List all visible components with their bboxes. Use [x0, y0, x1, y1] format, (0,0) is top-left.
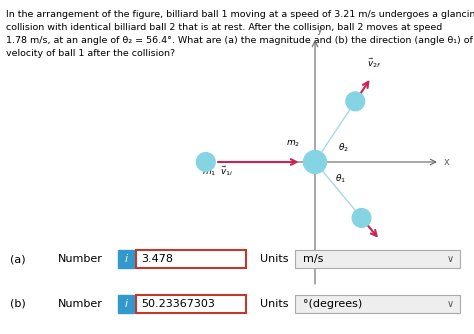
- FancyBboxPatch shape: [118, 295, 134, 313]
- Text: $\vec{v}_{1i}$: $\vec{v}_{1i}$: [220, 165, 233, 178]
- Circle shape: [303, 151, 327, 173]
- Text: $\theta_2$: $\theta_2$: [338, 142, 349, 154]
- Text: Units: Units: [260, 299, 289, 309]
- Text: i: i: [125, 299, 128, 309]
- Text: i: i: [125, 254, 128, 264]
- Text: $\vec{v}_{2f}$: $\vec{v}_{2f}$: [367, 56, 382, 70]
- Text: Units: Units: [260, 254, 289, 264]
- Text: m/s: m/s: [303, 254, 323, 264]
- Text: 1.78 m/s, at an angle of θ₂ = 56.4°. What are (a) the magnitude and (b) the dire: 1.78 m/s, at an angle of θ₂ = 56.4°. Wha…: [6, 36, 474, 45]
- Text: (a): (a): [10, 254, 26, 264]
- FancyBboxPatch shape: [136, 295, 246, 313]
- FancyBboxPatch shape: [118, 250, 134, 268]
- Text: velocity of ball 1 after the collision?: velocity of ball 1 after the collision?: [6, 49, 175, 58]
- Text: °(degrees): °(degrees): [303, 299, 362, 309]
- Text: (b): (b): [10, 299, 26, 309]
- Text: 50.23367303: 50.23367303: [141, 299, 215, 309]
- FancyBboxPatch shape: [295, 295, 460, 313]
- Text: 3.478: 3.478: [141, 254, 173, 264]
- Text: $\theta_1$: $\theta_1$: [335, 173, 346, 185]
- Text: $\vec{v}_{1f}$: $\vec{v}_{1f}$: [364, 250, 378, 264]
- Circle shape: [346, 92, 365, 111]
- Text: $m_2$: $m_2$: [286, 138, 301, 149]
- Text: Number: Number: [58, 254, 103, 264]
- Text: collision with identical billiard ball 2 that is at rest. After the collision, b: collision with identical billiard ball 2…: [6, 23, 442, 32]
- Text: ∨: ∨: [447, 299, 454, 309]
- Text: y: y: [317, 25, 323, 35]
- FancyBboxPatch shape: [295, 250, 460, 268]
- Circle shape: [352, 209, 371, 227]
- Text: In the arrangement of the figure, billiard ball 1 moving at a speed of 3.21 m/s : In the arrangement of the figure, billia…: [6, 10, 474, 19]
- Circle shape: [196, 153, 215, 171]
- FancyBboxPatch shape: [136, 250, 246, 268]
- Text: $m_1$: $m_1$: [202, 168, 216, 178]
- Text: ∨: ∨: [447, 254, 454, 264]
- Text: x: x: [444, 157, 449, 167]
- Text: Number: Number: [58, 299, 103, 309]
